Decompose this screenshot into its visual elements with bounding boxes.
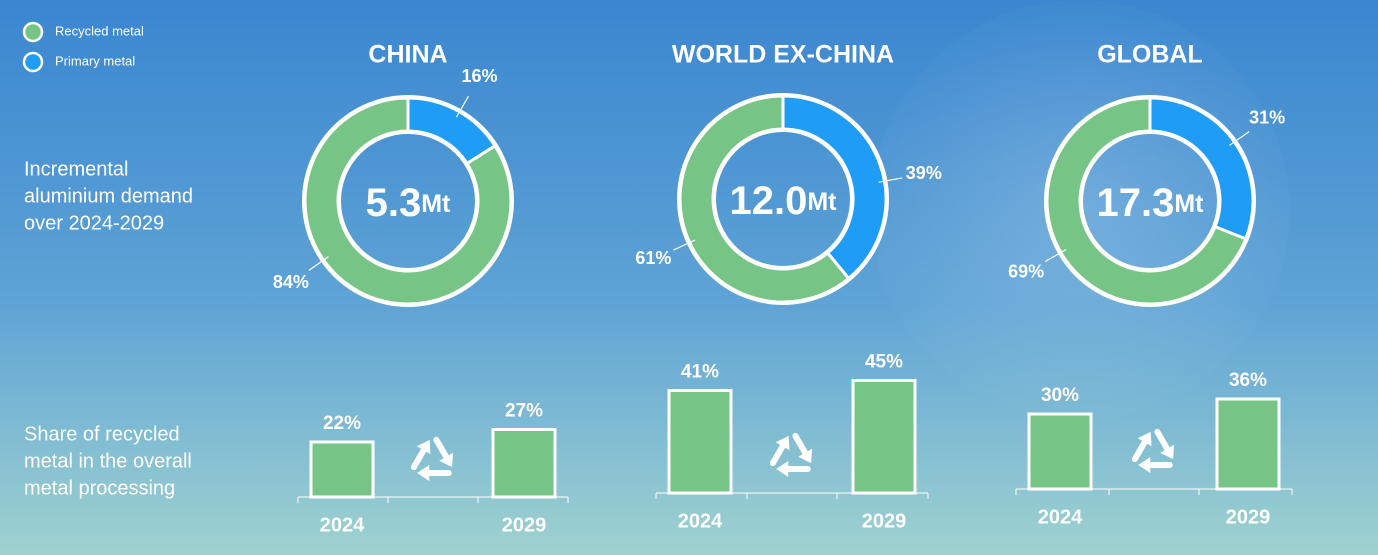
bar [667,389,733,495]
slice-label: 61% [635,248,671,268]
recycle-icon-arrow [416,439,431,455]
leader-line [455,95,470,118]
x-tick-label: 2029 [862,510,907,532]
row-label: Share of recycled [24,423,180,445]
bar [1215,397,1281,491]
bar [1027,412,1093,491]
center-value: 17.3 [1096,181,1174,225]
donut-outline [1044,95,1256,307]
center-value: 5.3 [366,181,422,225]
bar-value-label: 22% [323,413,361,434]
legend-swatch [22,21,44,43]
center-unit: Mt [1174,190,1204,218]
bar [491,428,557,499]
bar [851,379,917,495]
center-total: 5.3Mt [366,181,451,225]
donut-inner-outline [338,131,478,271]
region-title: GLOBAL [1097,41,1203,69]
region-title: CHINA [368,41,447,69]
row-label: over 2024-2029 [24,212,164,234]
leader-line [673,239,696,251]
bar-value-label: 45% [865,352,903,373]
recycle-icon-arrow [417,465,430,481]
recycle-icon-arrow [776,461,789,477]
leader-line [1044,248,1067,263]
recycle-icon-arrow [1160,444,1175,460]
center-total: 17.3Mt [1096,181,1204,225]
center-unit: Mt [421,190,451,218]
slice-label: 39% [906,163,942,183]
row-label: Incremental [24,158,129,180]
recycle-icon-arrow [775,435,790,451]
region-title: WORLD EX-CHINA [672,41,894,69]
leader-line [878,177,903,183]
row-label: metal in the overall [24,450,192,472]
bar-value-label: 41% [681,362,719,383]
donut-outline [302,95,514,307]
bar-value-label: 36% [1229,370,1267,391]
slice-label: 31% [1249,108,1285,128]
center-unit: Mt [807,188,837,216]
legend-label: Recycled metal [55,23,144,38]
donut-outline [677,93,889,305]
center-value: 12.0 [729,179,807,223]
row-label: metal processing [24,477,175,499]
bar-value-label: 27% [505,401,543,422]
recycle-icon-arrow [1138,457,1151,473]
leader-line [1229,131,1250,146]
legend-label: Primary metal [55,53,135,68]
x-tick-label: 2024 [1038,506,1083,528]
legend-swatch [22,51,44,73]
slice-label: 69% [1008,261,1044,281]
recycle-icon-arrow [798,448,813,464]
bar-value-label: 30% [1041,385,1079,406]
center-total: 12.0Mt [729,179,837,223]
x-tick-label: 2029 [502,514,547,536]
row-label: aluminium demand [24,185,193,207]
x-tick-label: 2024 [320,514,365,536]
leader-line [308,256,329,271]
recycle-icon-arrow [439,452,454,468]
x-tick-label: 2029 [1226,506,1271,528]
slice-label: 16% [461,66,497,86]
x-tick-label: 2024 [678,510,723,532]
donut-inner-outline [713,129,853,269]
recycle-icon-arrow [1137,431,1152,447]
slice-label: 84% [273,272,309,292]
bar [309,440,375,499]
donut-inner-outline [1080,131,1220,271]
